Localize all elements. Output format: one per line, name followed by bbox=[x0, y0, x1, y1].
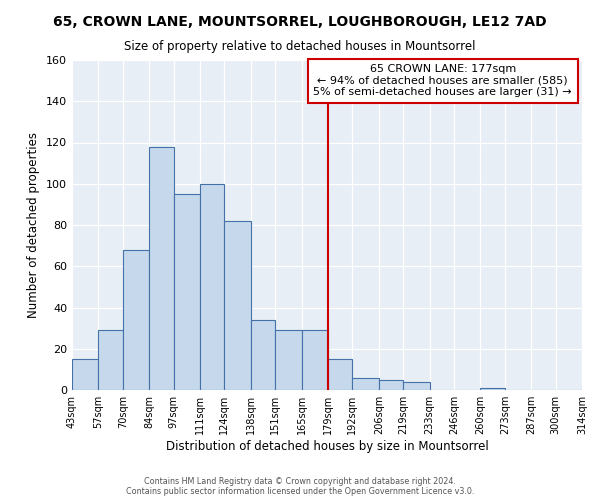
Bar bbox=[328, 359, 352, 390]
Bar bbox=[481, 388, 505, 390]
Bar bbox=[251, 320, 275, 390]
Bar bbox=[123, 250, 149, 390]
Bar bbox=[72, 359, 98, 390]
Bar bbox=[173, 194, 200, 390]
Bar bbox=[224, 221, 251, 390]
Text: 65, CROWN LANE, MOUNTSORREL, LOUGHBOROUGH, LE12 7AD: 65, CROWN LANE, MOUNTSORREL, LOUGHBOROUG… bbox=[53, 15, 547, 29]
Y-axis label: Number of detached properties: Number of detached properties bbox=[28, 132, 40, 318]
Text: Contains HM Land Registry data © Crown copyright and database right 2024.
Contai: Contains HM Land Registry data © Crown c… bbox=[126, 476, 474, 496]
Bar bbox=[352, 378, 379, 390]
Bar bbox=[582, 386, 600, 390]
Bar bbox=[275, 330, 302, 390]
Bar bbox=[98, 330, 123, 390]
Bar bbox=[302, 330, 328, 390]
Bar bbox=[379, 380, 403, 390]
Text: 65 CROWN LANE: 177sqm
← 94% of detached houses are smaller (585)
5% of semi-deta: 65 CROWN LANE: 177sqm ← 94% of detached … bbox=[313, 64, 572, 98]
Bar bbox=[200, 184, 224, 390]
Bar bbox=[403, 382, 430, 390]
Text: Size of property relative to detached houses in Mountsorrel: Size of property relative to detached ho… bbox=[124, 40, 476, 53]
X-axis label: Distribution of detached houses by size in Mountsorrel: Distribution of detached houses by size … bbox=[166, 440, 488, 453]
Bar bbox=[149, 146, 173, 390]
